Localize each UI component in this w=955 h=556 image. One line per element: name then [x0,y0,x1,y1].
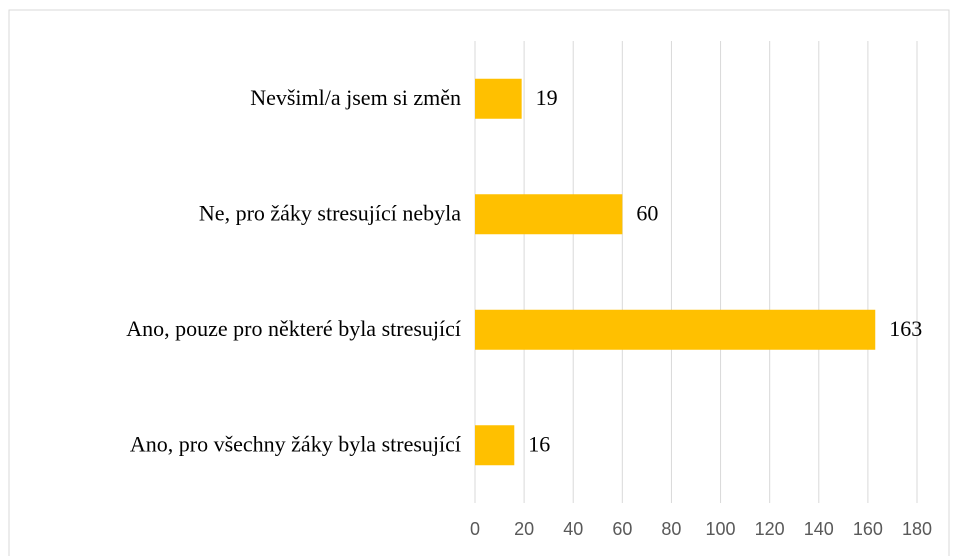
bar [475,425,515,466]
value-label: 19 [536,85,558,110]
value-label: 60 [636,200,658,225]
value-label: 16 [528,431,550,456]
x-tick-label: 0 [470,519,480,539]
x-tick-label: 120 [755,519,785,539]
y-tick-label: Ano, pro všechny žáky byla stresující [130,431,461,456]
y-tick-label: Nevšiml/a jsem si změn [250,85,461,110]
x-tick-label: 80 [661,519,681,539]
bar [475,78,522,119]
x-tick-label: 160 [853,519,883,539]
x-tick-label: 140 [804,519,834,539]
bar [475,194,623,235]
x-tick-label: 40 [563,519,583,539]
y-tick-label: Ano, pouze pro některé byla stresující [126,316,461,341]
x-tick-label: 20 [514,519,534,539]
chart-frame [8,9,950,556]
x-tick-label: 180 [902,519,932,539]
y-tick-label: Ne, pro žáky stresující nebyla [199,200,461,225]
x-tick-label: 60 [612,519,632,539]
bar [475,309,876,350]
x-tick-label: 100 [706,519,736,539]
value-label: 163 [889,316,922,341]
